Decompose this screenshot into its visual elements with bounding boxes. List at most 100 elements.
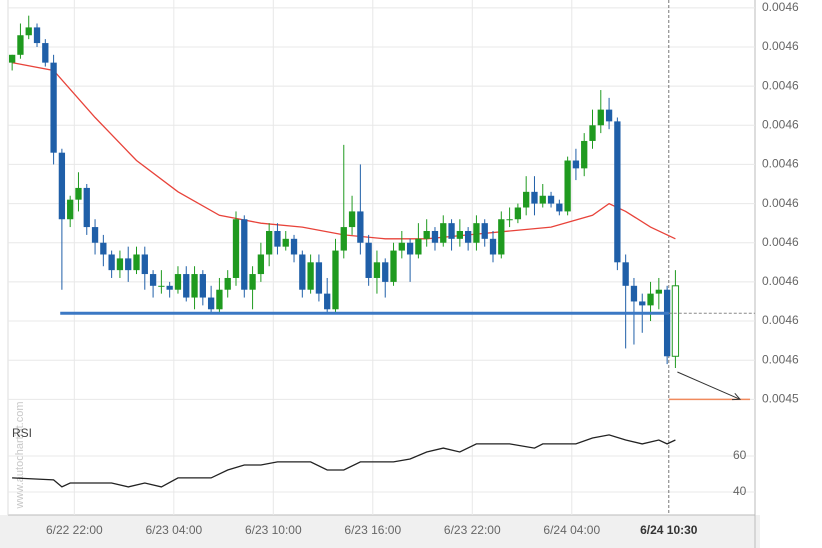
x-tick-label: 6/24 10:30 (640, 523, 698, 537)
candle-body (25, 27, 32, 36)
y-tick-label: 0.0046 (762, 313, 799, 327)
candle-body (249, 274, 256, 290)
y-tick-label: 0.0046 (762, 235, 799, 249)
candle-body (639, 301, 646, 306)
candle-body (440, 223, 447, 243)
candle-body (423, 230, 430, 239)
candle-body (581, 140, 588, 169)
candle-body (216, 289, 223, 310)
candle-body (50, 62, 57, 153)
y-tick-label: 0.0045 (762, 392, 799, 406)
y-tick-label: 0.0046 (762, 117, 799, 131)
candle-body (614, 121, 621, 263)
y-tick-label: 0.0046 (762, 157, 799, 171)
candle-body (498, 219, 505, 255)
candle-body (290, 238, 298, 255)
y-tick-label: 0.0046 (762, 0, 799, 14)
x-tick-label: 6/22 22:00 (46, 523, 103, 537)
candle-body (315, 262, 323, 294)
candle-body (257, 254, 265, 275)
candle-body (671, 285, 680, 357)
y-tick-label: 0.0046 (762, 39, 799, 53)
candle-body (556, 203, 563, 212)
candle-body (282, 238, 289, 247)
x-tick-label: 6/23 16:00 (344, 523, 401, 537)
moving-average (11, 61, 676, 240)
candle-body (241, 219, 248, 290)
candle-body (348, 211, 356, 228)
candle-body (506, 219, 513, 221)
rsi-label: RSI (12, 426, 32, 440)
candle-body (149, 274, 157, 286)
candle-body (547, 195, 555, 204)
candle-body (382, 262, 389, 282)
candle-body (415, 238, 422, 255)
candle-body (589, 125, 596, 141)
candle-body (622, 262, 629, 286)
candle-body (357, 211, 364, 243)
candle-body (531, 191, 538, 204)
candle-body (324, 293, 331, 310)
candle-body (42, 43, 49, 63)
rsi-tick-label: 60 (733, 448, 747, 462)
candle-body (523, 191, 530, 208)
rsi-tick-label: 40 (733, 484, 747, 498)
candle-body (655, 289, 662, 294)
candle-body (33, 27, 41, 44)
x-tick-label: 6/23 22:00 (444, 523, 501, 537)
candle-body (199, 274, 206, 298)
y-tick-label: 0.0046 (762, 352, 799, 366)
candle-body (572, 160, 580, 169)
candle-body (481, 223, 488, 239)
candle-body (597, 109, 604, 126)
candle-body (398, 242, 405, 251)
candle-body (17, 35, 24, 55)
candle-body (116, 258, 124, 271)
candle-body (299, 254, 306, 290)
candle-body (91, 227, 99, 243)
candle-body (514, 207, 522, 220)
candle-body (373, 262, 381, 278)
y-tick-label: 0.0046 (762, 78, 799, 92)
candle-body (108, 254, 115, 271)
candle-body (390, 250, 397, 282)
candle-body (8, 54, 16, 63)
rsi-line (12, 434, 676, 488)
candle-body (232, 219, 240, 278)
forecast-arrow-head (732, 392, 742, 401)
forecast-arrow (677, 371, 741, 400)
candle-body (663, 289, 671, 357)
x-tick-label: 6/23 10:00 (245, 523, 302, 537)
candle-body (67, 199, 74, 220)
candle-body (158, 285, 165, 287)
candle-body (365, 242, 372, 278)
candle-body (406, 242, 414, 255)
candle-body (133, 254, 140, 271)
candle-body (166, 285, 173, 290)
candle-body (340, 227, 347, 251)
candle-body (207, 297, 215, 310)
candle-body (431, 230, 439, 243)
candle-body (266, 230, 273, 255)
candle-body (141, 254, 148, 275)
y-tick-label: 0.0046 (762, 274, 799, 288)
candle-body (473, 223, 480, 243)
candle-body (100, 242, 107, 255)
y-tick-label: 0.0046 (762, 196, 799, 210)
candle-body (174, 274, 182, 290)
candle-body (456, 230, 463, 239)
candle-body (191, 274, 198, 298)
candle-body (448, 223, 455, 239)
candle-body (224, 277, 231, 290)
candle-body (630, 285, 638, 302)
candle-body (183, 274, 190, 298)
x-axis-band (0, 515, 760, 548)
candle-body (605, 109, 613, 122)
candle-body (647, 293, 654, 306)
candle-body (464, 230, 472, 243)
candle-body (564, 160, 571, 212)
candle-body (58, 152, 66, 220)
x-tick-label: 6/24 04:00 (543, 523, 600, 537)
